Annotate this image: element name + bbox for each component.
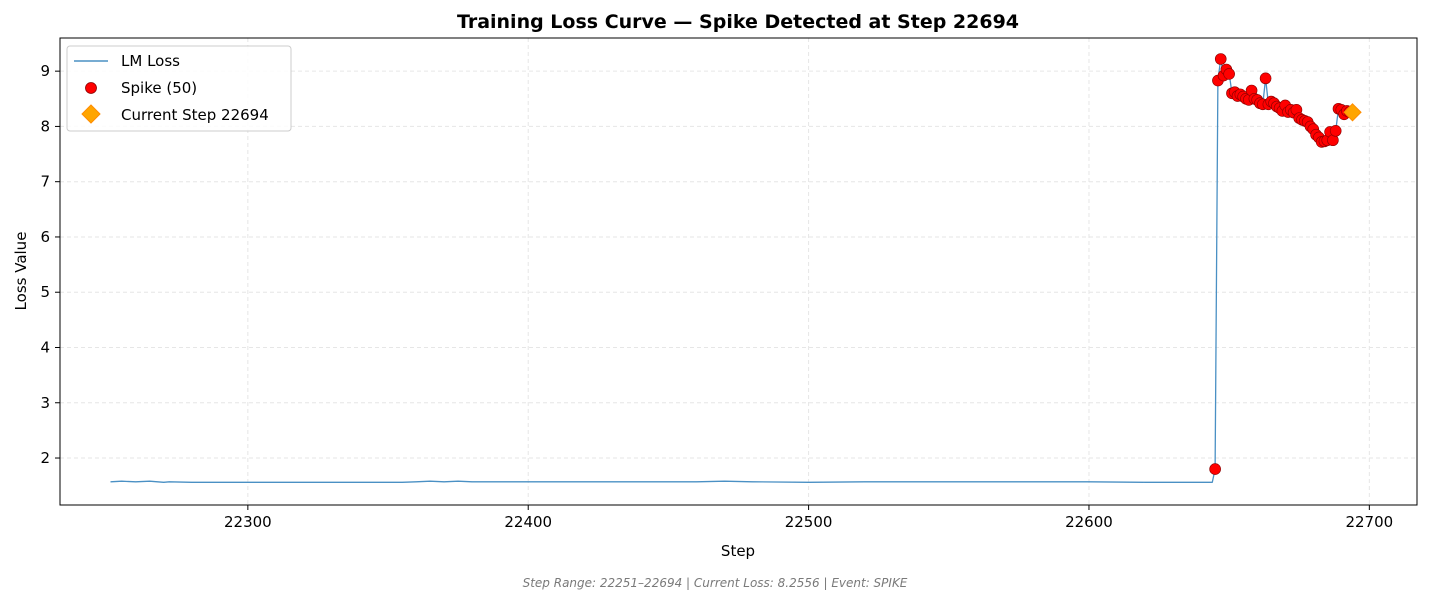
legend-spike-label: Spike (50) — [121, 79, 197, 97]
legend-box — [66, 45, 292, 132]
spike-point — [1209, 463, 1221, 475]
chart-title: Training Loss Curve — Spike Detected at … — [457, 11, 1019, 33]
spike-point — [1223, 68, 1235, 80]
y-tick-label: 4 — [40, 338, 50, 356]
x-tick-label: 22400 — [504, 513, 552, 531]
y-axis-label: Loss Value — [12, 232, 30, 311]
legend: LM Loss Spike (50) Current Step 22694 — [66, 45, 292, 132]
y-tick-label: 2 — [40, 449, 50, 467]
y-tick-label: 3 — [40, 394, 50, 412]
y-tick-label: 6 — [40, 228, 50, 246]
y-tick-label: 7 — [40, 173, 50, 191]
y-tick-label: 5 — [40, 283, 50, 301]
legend-line-label: LM Loss — [121, 52, 180, 70]
x-tick-label: 22300 — [224, 513, 272, 531]
legend-current-swatch — [81, 104, 101, 124]
legend-current-label: Current Step 22694 — [121, 106, 269, 124]
series-layer — [110, 53, 1362, 483]
footer-note: Step Range: 22251–22694 | Current Loss: … — [523, 576, 908, 590]
plot-frame — [59, 37, 1418, 506]
spike-point — [1214, 53, 1227, 65]
current-step-marker — [1343, 103, 1362, 122]
x-tick-label: 22500 — [785, 513, 833, 531]
legend-spike-swatch — [85, 82, 97, 94]
x-tick-label: 22600 — [1065, 513, 1113, 531]
x-tick-label: 22700 — [1345, 513, 1393, 531]
axis-ticks: 22300 22400 22500 22600 22700 2 3 4 5 6 7 8 9 — [40, 62, 1393, 531]
x-axis-label: Step — [721, 542, 755, 560]
spike-point — [1259, 72, 1272, 85]
y-tick-label: 8 — [40, 117, 50, 135]
y-tick-label: 9 — [40, 62, 50, 80]
spike-point — [1329, 125, 1342, 137]
